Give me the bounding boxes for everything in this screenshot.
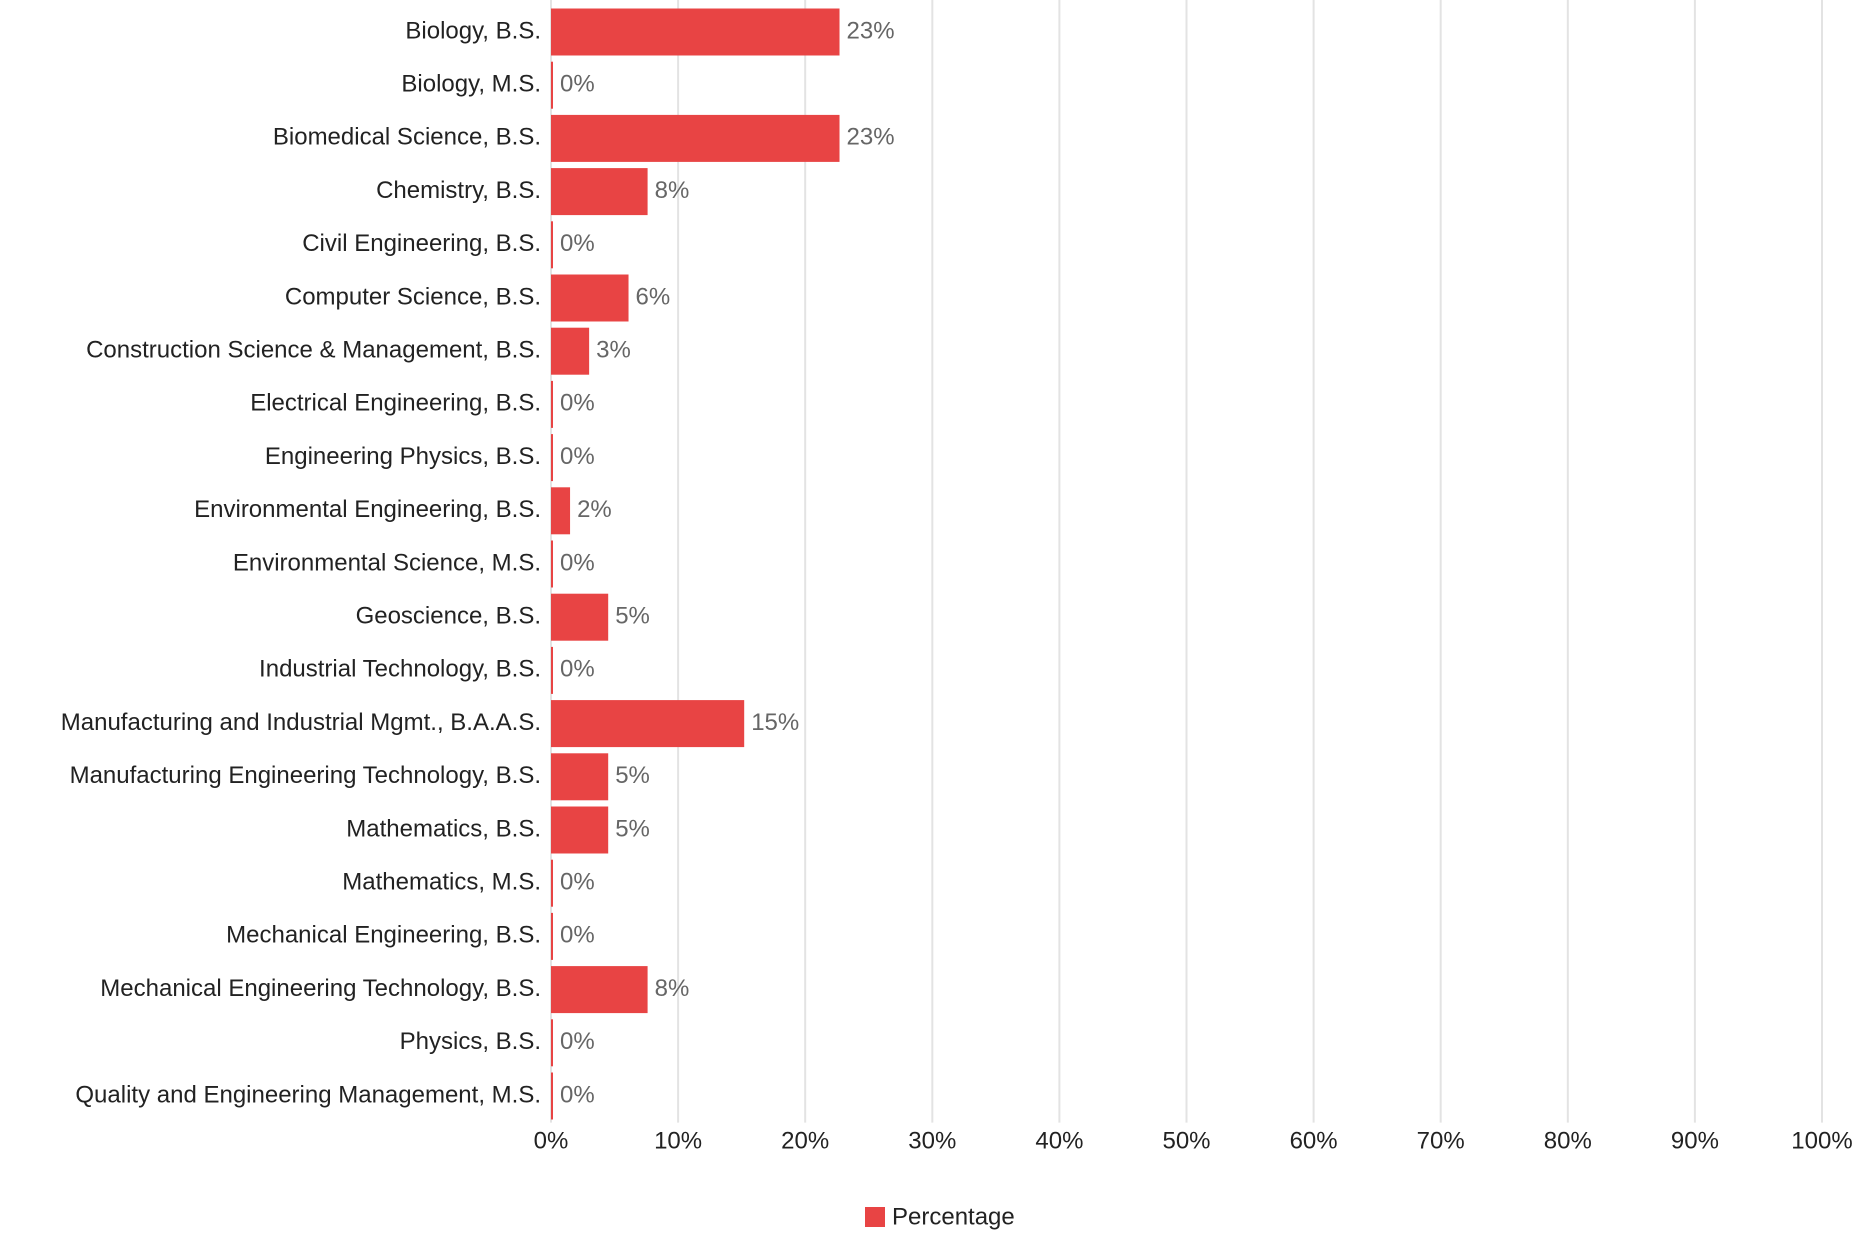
bar (551, 966, 648, 1014)
value-label: 23% (847, 124, 895, 151)
value-label: 0% (560, 1081, 595, 1108)
x-tick-label: 30% (908, 1127, 956, 1154)
value-label: 0% (560, 230, 595, 257)
value-label: 2% (577, 496, 612, 523)
bar (551, 168, 648, 216)
bar (551, 859, 553, 907)
legend-swatch (865, 1207, 885, 1227)
value-label: 5% (615, 603, 650, 630)
y-tick-label: Industrial Technology, B.S. (259, 656, 541, 683)
y-tick-label: Quality and Engineering Management, M.S. (75, 1081, 541, 1108)
y-tick-label: Environmental Engineering, B.S. (194, 496, 541, 523)
y-tick-label: Civil Engineering, B.S. (302, 230, 541, 257)
y-tick-label: Biology, M.S. (401, 71, 541, 98)
bar (551, 1072, 553, 1120)
bar (551, 753, 609, 801)
y-tick-label: Engineering Physics, B.S. (265, 443, 541, 470)
value-label: 23% (847, 17, 895, 44)
bar (551, 806, 609, 854)
value-label: 6% (636, 283, 671, 310)
bar (551, 434, 553, 482)
x-tick-label: 100% (1791, 1127, 1852, 1154)
legend-label: Percentage (892, 1203, 1015, 1230)
x-tick-label: 0% (534, 1127, 569, 1154)
y-tick-label: Mathematics, M.S. (342, 869, 541, 896)
y-tick-label: Chemistry, B.S. (376, 177, 541, 204)
y-tick-label: Geoscience, B.S. (356, 603, 541, 630)
value-label: 0% (560, 656, 595, 683)
y-tick-label: Biomedical Science, B.S. (273, 124, 541, 151)
y-tick-label: Manufacturing and Industrial Mgmt., B.A.… (61, 709, 541, 736)
x-tick-label: 70% (1417, 1127, 1465, 1154)
y-tick-label: Environmental Science, M.S. (233, 549, 541, 576)
y-tick-label: Mathematics, B.S. (346, 815, 541, 842)
bar (551, 487, 571, 535)
y-tick-label: Physics, B.S. (400, 1028, 541, 1055)
bar (551, 1019, 553, 1067)
value-label: 15% (751, 709, 799, 736)
bar (551, 8, 840, 56)
bar (551, 380, 553, 428)
bar (551, 593, 609, 641)
y-tick-label: Mechanical Engineering, B.S. (226, 922, 541, 949)
x-tick-label: 40% (1035, 1127, 1083, 1154)
value-label: 8% (655, 975, 690, 1002)
x-tick-label: 10% (654, 1127, 702, 1154)
x-tick-label: 60% (1290, 1127, 1338, 1154)
x-tick-label: 50% (1162, 1127, 1210, 1154)
bar (551, 912, 553, 960)
y-tick-label: Manufacturing Engineering Technology, B.… (70, 762, 541, 789)
y-tick-label: Mechanical Engineering Technology, B.S. (100, 975, 541, 1002)
value-label: 0% (560, 71, 595, 98)
value-label: 0% (560, 1028, 595, 1055)
bar (551, 274, 629, 322)
bar (551, 327, 590, 375)
x-tick-label: 20% (781, 1127, 829, 1154)
x-tick-label: 90% (1671, 1127, 1719, 1154)
value-label: 8% (655, 177, 690, 204)
y-tick-label: Electrical Engineering, B.S. (250, 390, 541, 417)
value-label: 0% (560, 922, 595, 949)
y-tick-label: Construction Science & Management, B.S. (86, 337, 541, 364)
value-label: 0% (560, 390, 595, 417)
bar (551, 700, 745, 748)
value-label: 0% (560, 549, 595, 576)
bar (551, 540, 553, 588)
y-tick-label: Biology, B.S. (405, 17, 541, 44)
bar (551, 61, 553, 109)
value-label: 3% (596, 337, 631, 364)
y-tick-label: Computer Science, B.S. (285, 283, 541, 310)
x-tick-label: 80% (1544, 1127, 1592, 1154)
value-label: 5% (615, 815, 650, 842)
value-label: 5% (615, 762, 650, 789)
value-label: 0% (560, 443, 595, 470)
bar (551, 114, 840, 162)
bar (551, 221, 553, 269)
bar (551, 646, 553, 694)
value-label: 0% (560, 869, 595, 896)
